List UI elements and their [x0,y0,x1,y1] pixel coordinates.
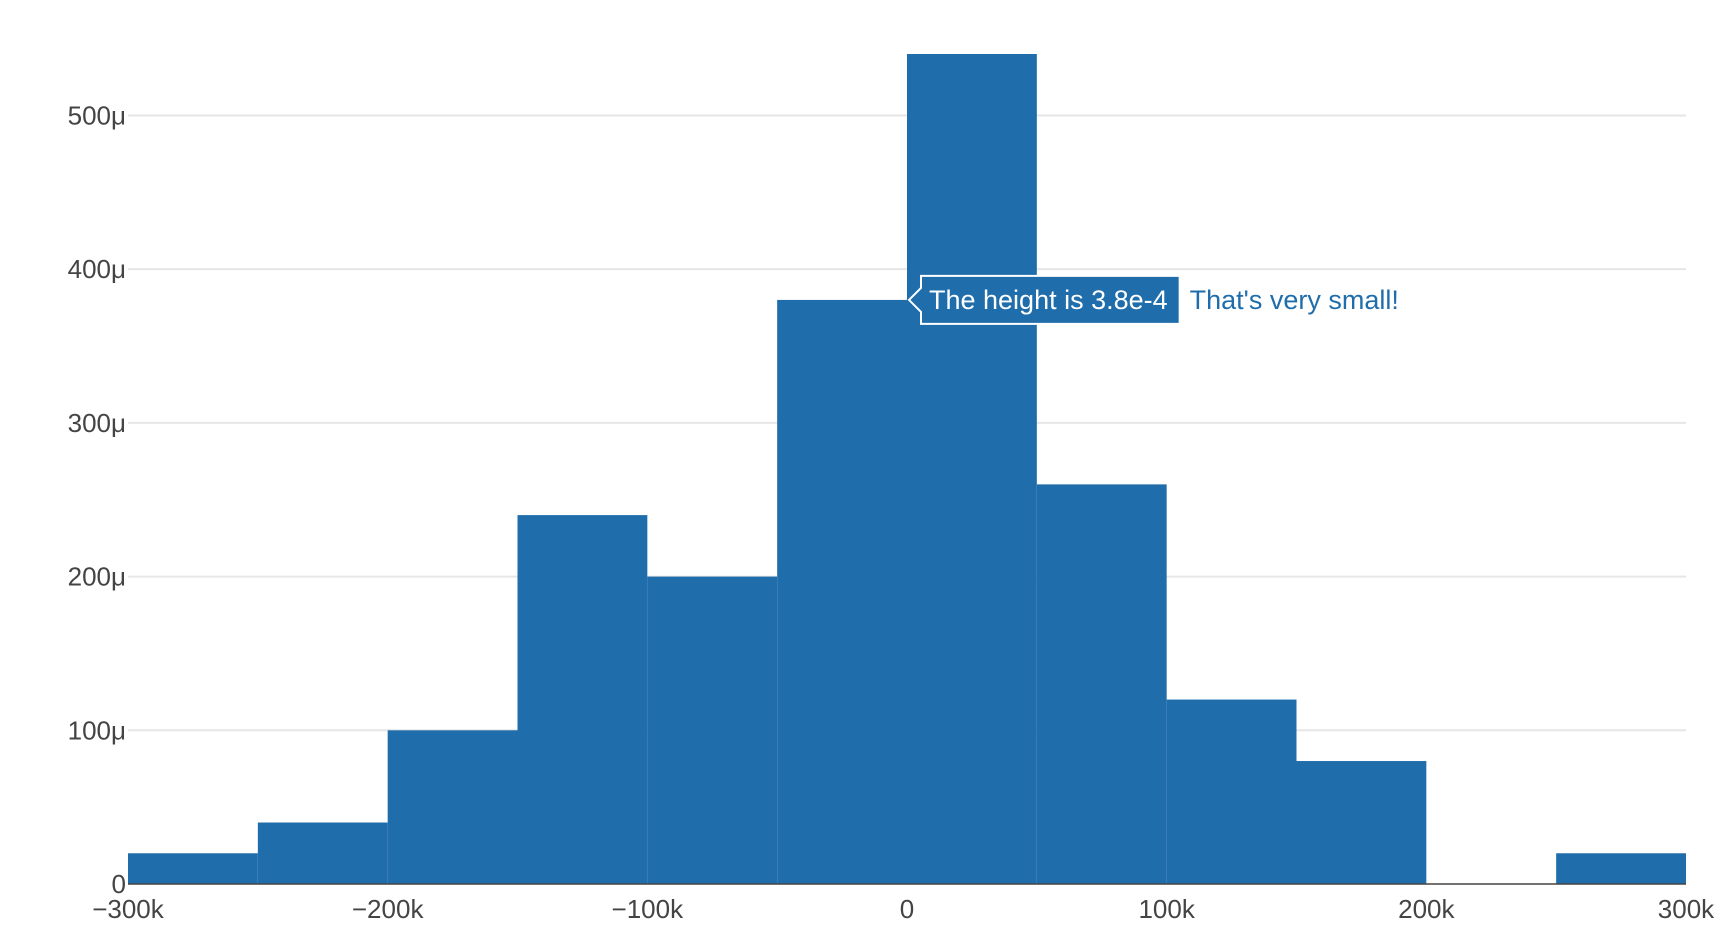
histogram-bar[interactable] [1296,761,1427,884]
x-axis-tick-labels: −300k −200k −100k 0 100k 200k 300k [92,894,1714,924]
histogram-bar[interactable] [777,299,907,885]
x-tick-label: 0 [900,894,914,924]
y-tick-label: 500μ [68,100,126,130]
histogram-bar[interactable] [1556,853,1686,884]
histogram-bar[interactable] [128,853,258,884]
y-tick-label: 200μ [68,562,126,592]
x-tick-label: 200k [1398,894,1455,924]
y-axis-tick-labels: 0 100μ 200μ 300μ 400μ 500μ [68,100,126,899]
x-tick-label: −300k [92,894,165,924]
hover-tooltip: The height is 3.8e-4 That's very small! [907,274,1399,325]
histogram-bars [128,54,1686,885]
hover-tooltip-extra: That's very small! [1190,285,1399,315]
hover-tooltip-box [907,274,1181,325]
histogram-bar[interactable] [1166,699,1297,884]
x-tick-label: 300k [1658,894,1714,924]
hover-tooltip-text: The height is 3.8e-4 [929,285,1168,315]
histogram-bar[interactable] [907,54,1037,884]
histogram-bar[interactable] [647,576,778,884]
y-tick-label: 400μ [68,254,126,284]
y-tick-label: 100μ [68,715,126,745]
x-tick-label: 100k [1138,894,1195,924]
histogram-bar[interactable] [387,730,518,884]
x-tick-label: −100k [612,894,685,924]
histogram-bar[interactable] [517,515,648,884]
x-tick-label: −200k [352,894,425,924]
histogram-bar[interactable] [1036,484,1167,884]
histogram-bar[interactable] [257,822,388,884]
y-tick-label: 0 [112,869,126,899]
y-tick-label: 300μ [68,408,126,438]
